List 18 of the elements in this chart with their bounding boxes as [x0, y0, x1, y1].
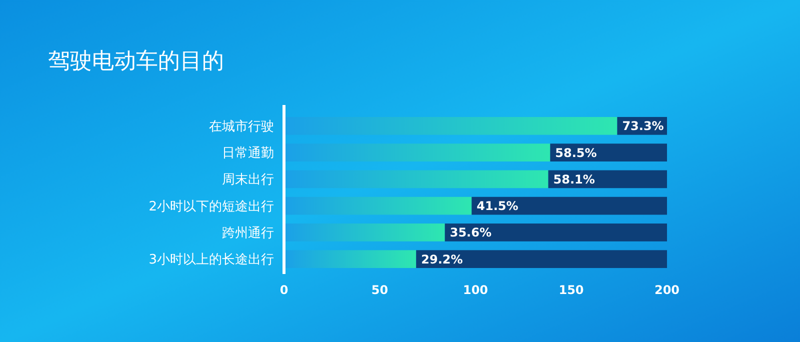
x-tick-label: 100 — [462, 283, 488, 297]
x-tick-label: 150 — [558, 283, 584, 297]
annotation: 73.3% — [622, 119, 664, 134]
y-tick-label: 在城市行驶 — [209, 119, 274, 134]
x-tick-label: 200 — [654, 283, 680, 297]
x-tick-label: 0 — [280, 283, 288, 297]
x-tick-label: 50 — [371, 283, 388, 297]
y-tick-label: 跨州通行 — [222, 226, 274, 241]
y-tick-label: 3小时以上的长途出行 — [148, 252, 274, 268]
y-tick-label: 日常通勤 — [222, 146, 274, 162]
annotation: 58.1% — [553, 172, 595, 186]
y-tick-label: 周末出行 — [222, 172, 274, 188]
y-tick-label: 2小时以下的短途出行 — [148, 199, 274, 214]
annotation: 58.5% — [555, 146, 597, 160]
annotation: 29.2% — [421, 252, 463, 266]
annotation: 41.5% — [476, 199, 518, 214]
chart-title: 驾驶电动车的目的 — [48, 49, 224, 74]
annotation: 35.6% — [450, 226, 492, 240]
